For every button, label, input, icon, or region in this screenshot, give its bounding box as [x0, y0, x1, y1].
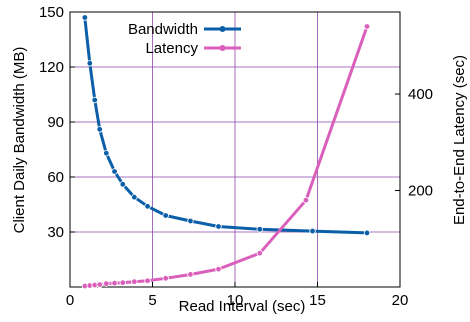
left-y-tick-label: 30 [47, 224, 64, 241]
legend-marker-latency [219, 45, 226, 51]
right-y-axis-ticks: 200 400 [395, 86, 433, 200]
legend-label-latency: Latency [145, 40, 198, 57]
left-y-tick-label: 60 [47, 169, 64, 186]
data-point-bandwidth [363, 229, 371, 237]
legend-marker-bandwidth [219, 26, 226, 32]
data-point-latency [111, 279, 118, 287]
data-point-latency [215, 265, 222, 273]
left-y-tick-label: 90 [47, 114, 64, 131]
left-y-axis-ticks: 30 60 90 120 150 [39, 4, 75, 241]
data-point-bandwidth [162, 212, 169, 219]
data-point-latency [162, 275, 169, 282]
data-point-latency [96, 281, 103, 288]
data-point-latency [256, 250, 263, 257]
right-y-tick-label: 400 [408, 86, 433, 103]
x-tick-label: 15 [309, 292, 326, 309]
data-point-latency [144, 277, 151, 284]
series-line-latency [84, 26, 369, 288]
x-axis-ticks: 0 5 10 15 20 [66, 282, 409, 309]
data-point-bandwidth [81, 14, 89, 21]
data-point-latency [302, 196, 310, 204]
legend-item-bandwidth: Bandwidth [128, 21, 241, 38]
data-point-bandwidth [131, 193, 138, 201]
data-point-bandwidth [91, 96, 98, 104]
data-point-latency [119, 279, 126, 286]
data-point-bandwidth [309, 227, 316, 235]
legend: Bandwidth Latency [128, 21, 241, 57]
data-point-latency [131, 278, 138, 285]
right-y-tick-label: 200 [408, 183, 433, 200]
legend-label-bandwidth: Bandwidth [128, 21, 198, 38]
data-point-bandwidth [103, 149, 110, 157]
data-point-latency [187, 271, 194, 278]
data-point-bandwidth [144, 203, 151, 210]
data-point-bandwidth [256, 226, 263, 233]
right-y-axis-title: End-to-End Latency (sec) [451, 55, 468, 225]
x-axis-title: Read Interval (sec) [179, 298, 306, 315]
legend-item-latency: Latency [145, 40, 241, 57]
data-point-bandwidth [86, 60, 93, 67]
x-tick-label: 20 [392, 292, 409, 309]
left-y-tick-label: 150 [39, 4, 64, 21]
series-line-bandwidth [83, 17, 368, 235]
left-y-tick-label: 120 [39, 59, 64, 76]
series-latency [81, 23, 371, 290]
data-point-latency [363, 23, 371, 30]
data-point-bandwidth [187, 217, 194, 225]
series-layer [81, 14, 371, 290]
series-bandwidth [81, 14, 371, 237]
x-tick-label: 0 [66, 292, 74, 309]
x-tick-label: 10 [227, 292, 244, 309]
data-point-bandwidth [119, 181, 126, 188]
data-point-bandwidth [111, 168, 118, 175]
x-tick-label: 5 [148, 292, 156, 309]
grid-lines [70, 12, 400, 287]
data-point-latency [103, 280, 110, 287]
data-point-bandwidth [96, 126, 103, 133]
left-y-axis-title: Client Daily Bandwidth (MB) [11, 47, 28, 234]
data-point-bandwidth [215, 223, 222, 230]
